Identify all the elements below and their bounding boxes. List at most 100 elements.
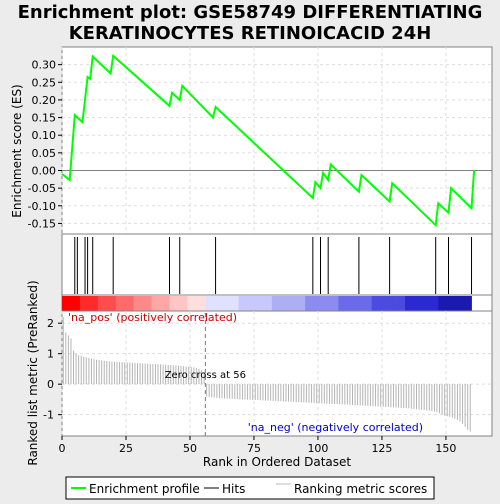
colorbar-cell: [463, 296, 467, 311]
colorbar-cell: [284, 296, 288, 311]
x-tick-label: 75: [247, 442, 261, 455]
colorbar-cell: [456, 296, 460, 311]
colorbar-cell: [468, 296, 472, 311]
es-ytick-label: 0.10: [32, 129, 57, 142]
colorbar-cell: [149, 296, 152, 311]
colorbar-cell: [156, 296, 160, 311]
colorbar-cell: [461, 296, 465, 311]
colorbar-cell: [371, 296, 375, 311]
colorbar-cell: [356, 296, 360, 311]
colorbar-cell: [125, 296, 129, 311]
colorbar-cell: [399, 296, 403, 311]
colorbar-cell: [85, 296, 88, 311]
neg-correlated-label: 'na_neg' (negatively correlated): [248, 421, 423, 434]
colorbar-cell: [223, 296, 227, 311]
colorbar-cell: [87, 296, 91, 311]
es-ytick-label: 0.15: [32, 112, 57, 125]
metric-panel: [61, 310, 493, 437]
colorbar-cell: [320, 296, 324, 311]
colorbar-cell: [282, 296, 286, 311]
colorbar-cell: [74, 296, 78, 311]
colorbar-cell: [300, 296, 303, 311]
colorbar-cell: [435, 296, 439, 311]
colorbar-cell: [218, 296, 222, 311]
colorbar-cell: [102, 296, 106, 311]
colorbar-cell: [169, 296, 173, 311]
colorbar-cell: [274, 296, 278, 311]
colorbar-cell: [422, 296, 426, 311]
colorbar-cell: [433, 296, 437, 311]
colorbar-cell: [323, 296, 327, 311]
colorbar-cell: [243, 296, 247, 311]
colorbar-cell: [453, 296, 457, 311]
enrichment-profile-line: [61, 53, 476, 228]
es-ytick-label: 0.20: [32, 94, 57, 107]
colorbar-cell: [151, 296, 155, 311]
colorbar-cell: [369, 296, 373, 311]
colorbar-cell: [136, 296, 140, 311]
chart-title-line-2: KERATINOCYTES RETINOICACID 24H: [69, 23, 432, 44]
colorbar-cell: [143, 296, 147, 311]
colorbar-cell: [205, 296, 209, 311]
legend-ranking-metric: Ranking metric scores: [294, 482, 427, 496]
colorbar-cell: [402, 296, 406, 311]
colorbar-cell: [384, 296, 388, 311]
colorbar-cell: [115, 296, 119, 311]
hits-panel: [61, 233, 493, 296]
colorbar-cell: [236, 296, 240, 311]
colorbar-cell: [195, 296, 199, 311]
colorbar-cell: [197, 296, 201, 311]
colorbar-cell: [248, 296, 252, 311]
colorbar-cell: [292, 296, 296, 311]
colorbar-cell: [312, 296, 316, 311]
colorbar-cell: [361, 296, 365, 311]
colorbar-cell: [389, 296, 393, 311]
colorbar-cell: [79, 296, 83, 311]
colorbar-cell: [392, 296, 396, 311]
colorbar-cell: [374, 296, 378, 311]
colorbar-cell: [397, 296, 401, 311]
colorbar-cell: [448, 296, 452, 311]
colorbar-cell: [466, 296, 470, 311]
colorbar-cell: [97, 296, 101, 311]
colorbar-cell: [172, 296, 176, 311]
colorbar-cell: [82, 296, 86, 311]
colorbar-cell: [430, 296, 434, 311]
es-ylabel: Enrichment score (ES): [10, 84, 24, 217]
colorbar-cell: [182, 296, 186, 311]
colorbar-cell: [269, 296, 273, 311]
colorbar-cell: [95, 296, 99, 311]
colorbar-cell: [287, 296, 291, 311]
zero-cross-label: Zero cross at 56: [165, 370, 246, 381]
colorbar-cell: [315, 296, 319, 311]
es-panel: [61, 46, 493, 235]
metric-ytick-label: 1: [47, 348, 54, 361]
es-ytick-label: 0.25: [32, 76, 57, 89]
colorbar-cell: [412, 296, 416, 311]
colorbar-cell: [179, 296, 183, 311]
pos-correlated-label: 'na_pos' (positively correlated): [68, 311, 237, 324]
colorbar-cell: [443, 296, 447, 311]
es-ytick-label: -0.05: [28, 182, 56, 195]
colorbar-cell: [404, 296, 408, 311]
colorbar-cell: [92, 296, 96, 311]
colorbar-cell: [451, 296, 455, 311]
colorbar-cell: [230, 296, 234, 311]
colorbar-cell: [387, 296, 391, 311]
colorbar-cell: [271, 296, 275, 311]
colorbar-cell: [246, 296, 250, 311]
colorbar-cell: [343, 296, 347, 311]
colorbar-cell: [259, 296, 263, 311]
colorbar-cell: [123, 296, 127, 311]
colorbar-cell: [166, 296, 170, 311]
colorbar-cell: [110, 296, 114, 311]
colorbar-cell: [141, 296, 145, 311]
colorbar-cell: [325, 296, 329, 311]
colorbar-cell: [184, 296, 188, 311]
metric-ytick-label: 0: [47, 378, 54, 391]
colorbar-cell: [67, 296, 71, 311]
colorbar-cell: [445, 296, 449, 311]
colorbar-cell: [425, 296, 429, 311]
colorbar-cell: [128, 296, 132, 311]
